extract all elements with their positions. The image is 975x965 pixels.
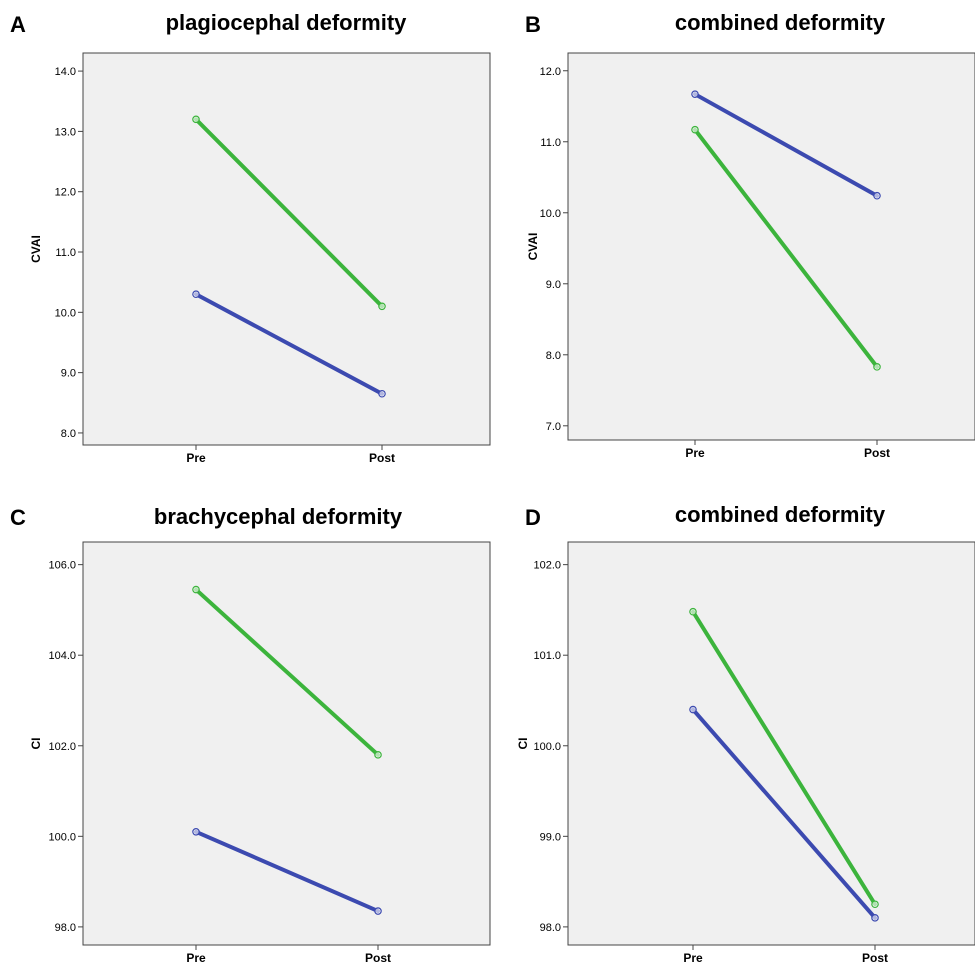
y-axis-label: CVAI bbox=[29, 235, 43, 263]
series-line bbox=[691, 609, 877, 907]
y-axis-label: CI bbox=[29, 738, 43, 750]
plot-area bbox=[82, 541, 491, 946]
chart-title: combined deformity bbox=[675, 502, 886, 527]
x-tick-label: Pre bbox=[186, 951, 206, 965]
y-tick-label: 101.0 bbox=[533, 650, 561, 662]
series-line bbox=[194, 292, 384, 396]
y-tick-label: 11.0 bbox=[540, 137, 561, 149]
plot-area bbox=[567, 541, 975, 946]
series-line bbox=[693, 92, 879, 198]
series-line bbox=[194, 117, 384, 309]
y-tick-label: 12.0 bbox=[540, 66, 561, 78]
data-point bbox=[873, 191, 881, 200]
y-tick-label: 100.0 bbox=[48, 831, 76, 843]
chart-title: plagiocephal deformity bbox=[166, 10, 408, 35]
panel-letter: A bbox=[10, 12, 26, 37]
y-tick-label: 12.0 bbox=[55, 187, 76, 199]
series-line bbox=[194, 587, 380, 757]
plot-area bbox=[567, 52, 975, 441]
series-line bbox=[693, 127, 879, 369]
y-tick-label: 7.0 bbox=[546, 421, 561, 433]
data-point bbox=[691, 90, 699, 98]
x-tick-label: Post bbox=[365, 951, 391, 965]
y-tick-label: 9.0 bbox=[546, 279, 561, 291]
x-tick-label: Post bbox=[864, 446, 890, 460]
data-point bbox=[378, 302, 386, 311]
x-tick-label: Pre bbox=[685, 446, 705, 460]
y-tick-label: 10.0 bbox=[540, 208, 561, 220]
data-point bbox=[689, 705, 697, 714]
panel-letter: D bbox=[525, 505, 541, 530]
panel-letter: B bbox=[525, 12, 541, 37]
y-tick-label: 104.0 bbox=[48, 650, 76, 662]
y-tick-label: 8.0 bbox=[546, 350, 561, 362]
y-tick-label: 102.0 bbox=[48, 741, 76, 753]
data-point bbox=[192, 827, 200, 836]
x-tick-label: Post bbox=[862, 951, 888, 965]
y-tick-label: 9.0 bbox=[61, 368, 76, 380]
y-axis-label: CI bbox=[516, 738, 530, 750]
data-point bbox=[192, 290, 200, 299]
y-tick-label: 13.0 bbox=[55, 126, 76, 138]
x-tick-label: Pre bbox=[683, 951, 703, 965]
y-tick-label: 98.0 bbox=[55, 922, 76, 934]
y-tick-label: 99.0 bbox=[540, 831, 561, 843]
data-point bbox=[378, 389, 386, 398]
data-point bbox=[192, 115, 200, 124]
y-tick-label: 14.0 bbox=[55, 66, 76, 78]
data-point bbox=[691, 125, 699, 134]
data-point bbox=[374, 751, 382, 759]
y-tick-label: 8.0 bbox=[61, 428, 76, 440]
data-point bbox=[689, 607, 697, 616]
y-tick-label: 106.0 bbox=[48, 560, 76, 572]
x-tick-label: Post bbox=[369, 451, 395, 465]
y-tick-label: 98.0 bbox=[540, 922, 561, 934]
panel-letter: C bbox=[10, 505, 26, 530]
data-point bbox=[871, 914, 879, 922]
y-tick-label: 100.0 bbox=[533, 741, 561, 753]
series-line bbox=[194, 829, 380, 914]
y-axis-label: CVAI bbox=[526, 233, 540, 261]
chart-title: combined deformity bbox=[675, 10, 886, 35]
data-point bbox=[192, 585, 200, 594]
y-tick-label: 11.0 bbox=[55, 247, 76, 259]
series-line bbox=[691, 707, 877, 920]
data-point bbox=[374, 907, 382, 915]
data-point bbox=[873, 363, 881, 371]
x-tick-label: Pre bbox=[186, 451, 206, 465]
chart-title: brachycephal deformity bbox=[154, 504, 403, 529]
data-point bbox=[871, 900, 879, 909]
y-tick-label: 10.0 bbox=[55, 307, 76, 319]
plot-area bbox=[82, 52, 491, 446]
y-tick-label: 102.0 bbox=[533, 560, 561, 572]
